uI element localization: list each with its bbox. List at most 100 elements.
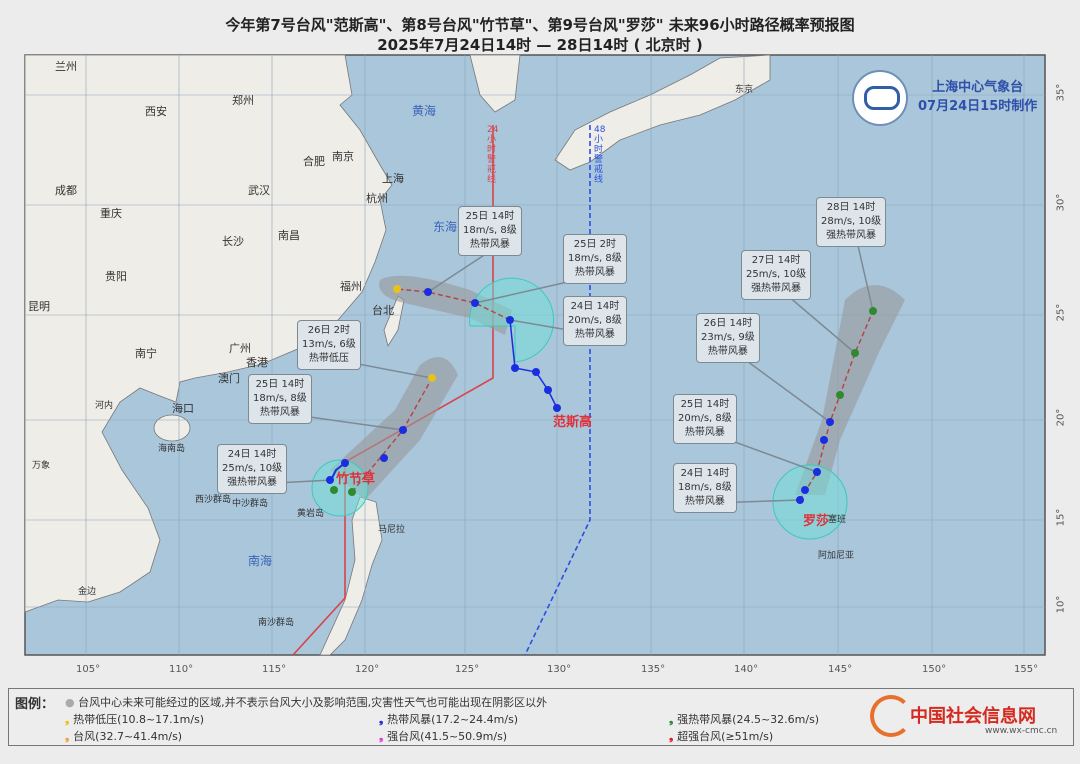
typhoon-name-wipha: 竹节草 xyxy=(336,472,376,487)
city-label: 海南岛 xyxy=(158,444,186,454)
legend-item-label: 超强台风(≥51m/s) xyxy=(677,730,774,743)
city-label: 中沙群岛 xyxy=(232,499,269,509)
watermark-name: 中国社会信息网 xyxy=(910,706,1036,727)
land-asia xyxy=(24,54,393,613)
callout-time: 26日 14时 xyxy=(703,318,753,329)
forecast-track-rosa xyxy=(799,310,874,501)
hainan-island xyxy=(153,414,191,442)
watermark-logo xyxy=(870,695,912,737)
typhoon-symbol-icon: ❟ xyxy=(669,713,678,726)
watermark-url: www.wx-cmc.cn xyxy=(985,726,1058,736)
legend-item-label: 强台风(41.5~50.9m/s) xyxy=(387,730,508,743)
callout-time: 24日 14时 xyxy=(227,449,277,460)
callout-level: 热带风暴 xyxy=(684,427,725,438)
forecast-callout: 24日 14时 25m/s, 10级 强热带风暴 xyxy=(217,444,288,494)
typhoon-symbol-icon xyxy=(544,386,552,394)
legend-item-label: 台风(32.7~41.4m/s) xyxy=(73,730,183,743)
forecast-track-francisco xyxy=(396,288,511,321)
callout-level: 强热带风暴 xyxy=(751,283,802,294)
japan xyxy=(554,54,771,171)
callout-level: 强热带风暴 xyxy=(227,477,278,488)
city-label: 南宁 xyxy=(135,347,157,360)
lon-tick: 105° xyxy=(76,664,101,675)
made-time: 07月24日15时制作 xyxy=(918,99,1038,114)
callout-wind: 18m/s, 8级 xyxy=(678,482,732,493)
lat-tick: 20° xyxy=(1055,408,1067,427)
city-label: 长沙 xyxy=(222,235,244,248)
callout-level: 强热带风暴 xyxy=(826,230,877,241)
typhoon-symbol-icon xyxy=(796,496,804,504)
callout-level: 热带风暴 xyxy=(707,346,748,357)
callout-time: 25日 14时 xyxy=(680,399,730,410)
typhoon-symbol-icon xyxy=(506,316,514,324)
sea-label-yellow: 黄海 xyxy=(412,104,437,118)
city-label: 成都 xyxy=(55,184,77,197)
city-label: 武汉 xyxy=(248,184,270,197)
legend-item-label: 热带低压(10.8~17.1m/s) xyxy=(73,713,205,726)
legend-item: ❟ 热带低压(10.8~17.1m/s) xyxy=(65,711,204,727)
callout-wind: 20m/s, 8级 xyxy=(568,315,622,326)
callout-wind: 25m/s, 10级 xyxy=(222,463,283,474)
cone-icon: ● xyxy=(65,696,79,709)
city-label: 福州 xyxy=(340,280,362,293)
city-label: 南沙群岛 xyxy=(258,618,295,628)
typhoon-name-rosa: 罗莎 xyxy=(803,514,830,529)
map-title: 今年第7号台风"范斯高"、第8号台风"竹节草"、第9号台风"罗莎" 未来96小时… xyxy=(225,16,855,34)
lon-tick: 155° xyxy=(1014,664,1039,675)
forecast-callout: 25日 14时 20m/s, 8级 热带风暴 xyxy=(673,394,737,444)
city-label: 合肥 xyxy=(303,155,325,168)
city-label: 阿加尼亚 xyxy=(818,551,855,561)
typhoon-symbol-icon xyxy=(820,436,828,444)
luzon xyxy=(319,496,383,656)
callout-level: 热带风暴 xyxy=(574,329,615,340)
legend-note: ● 台风中心未来可能经过的区域,并不表示台风大小及影响范围,灾害性天气也可能出现… xyxy=(65,694,547,710)
typhoon-name-francisco: 范斯高 xyxy=(553,415,593,430)
city-label: 西沙群岛 xyxy=(195,495,232,505)
warning-line-48h-label: 48小时警戒线 xyxy=(594,125,606,185)
agency-name: 上海中心气象台 xyxy=(932,80,1024,95)
agency-logo xyxy=(852,70,908,126)
typhoon-symbol-icon: ❟ xyxy=(65,713,74,726)
lon-tick: 150° xyxy=(922,664,947,675)
typhoon-symbol-icon xyxy=(869,307,877,315)
lon-tick: 130° xyxy=(547,664,572,675)
typhoon-symbol-icon xyxy=(511,364,519,372)
city-label: 万象 xyxy=(32,461,51,471)
lon-tick: 115° xyxy=(262,664,287,675)
typhoon-symbol-icon xyxy=(393,285,401,293)
city-label: 香港 xyxy=(246,356,268,369)
callout-time: 25日 14时 xyxy=(255,379,305,390)
callout-time: 27日 14时 xyxy=(751,255,801,266)
forecast-callout: 25日 14时 18m/s, 8级 热带风暴 xyxy=(458,206,522,256)
typhoon-symbol-icon xyxy=(836,391,844,399)
callout-pointer xyxy=(855,236,874,312)
lon-tick: 145° xyxy=(828,664,853,675)
typhoon-symbol-icon xyxy=(471,299,479,307)
callout-time: 25日 14时 xyxy=(465,211,515,222)
lon-tick: 125° xyxy=(455,664,480,675)
warning-line-24h-label: 24小时警戒线 xyxy=(487,125,499,185)
callout-time: 28日 14时 xyxy=(826,202,876,213)
typhoon-symbol-icon xyxy=(330,486,338,494)
callout-wind: 23m/s, 9级 xyxy=(701,332,755,343)
lat-tick: 15° xyxy=(1055,508,1067,527)
typhoon-symbol-icon xyxy=(428,374,436,382)
legend-item: ❟ 强台风(41.5~50.9m/s) xyxy=(379,728,507,744)
city-label: 广州 xyxy=(229,342,251,355)
typhoon-symbol-icon: ❟ xyxy=(379,713,388,726)
forecast-callout: 24日 14时 18m/s, 8级 热带风暴 xyxy=(673,463,737,513)
lon-tick: 120° xyxy=(355,664,380,675)
sea-label-east: 东海 xyxy=(433,220,458,234)
city-label: 河内 xyxy=(95,401,114,411)
city-label: 兰州 xyxy=(55,60,77,73)
legend-item-label: 强热带风暴(24.5~32.6m/s) xyxy=(677,713,820,726)
lat-tick: 10° xyxy=(1055,595,1067,614)
city-label: 黄岩岛 xyxy=(297,509,325,519)
callout-wind: 18m/s, 8级 xyxy=(463,225,517,236)
land xyxy=(24,54,771,656)
callout-pointer xyxy=(735,352,831,423)
callout-level: 热带低压 xyxy=(308,353,349,364)
legend-item-label: 热带风暴(17.2~24.4m/s) xyxy=(387,713,519,726)
callout-wind: 13m/s, 6级 xyxy=(302,339,356,350)
typhoon-symbol-icon xyxy=(826,418,834,426)
